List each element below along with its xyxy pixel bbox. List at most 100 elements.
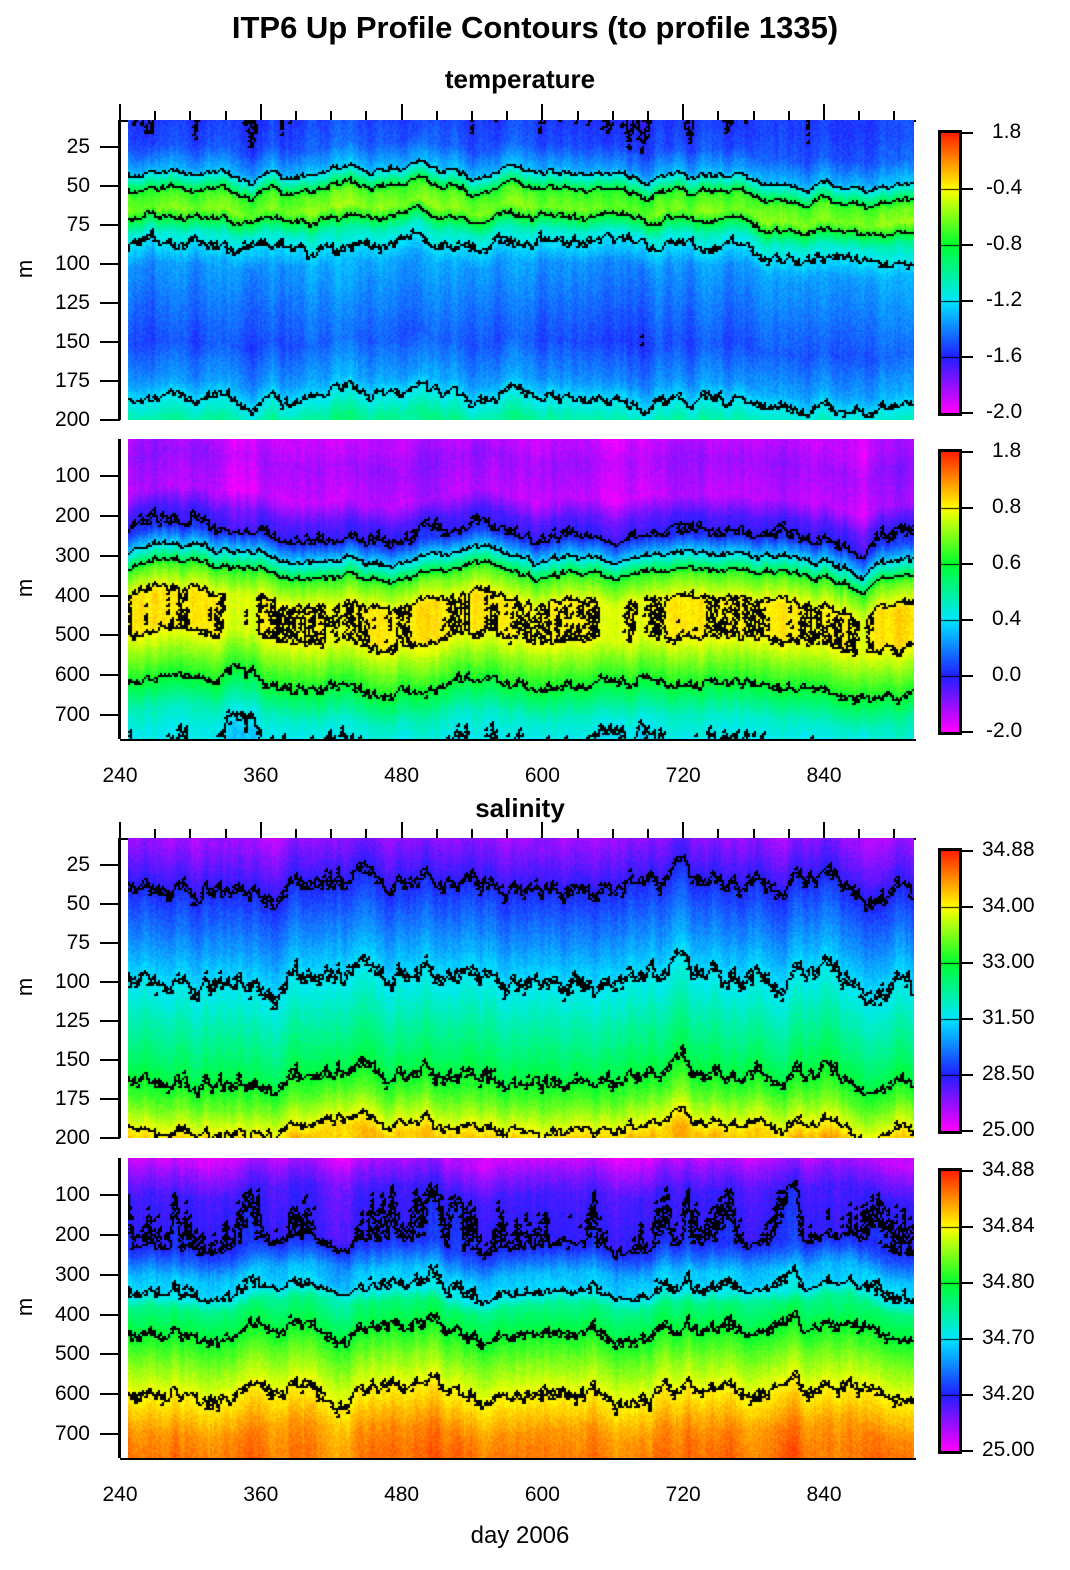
colorbar-tick	[959, 731, 973, 733]
y-tick-label: 150	[54, 329, 90, 353]
y-tick-label: 125	[54, 290, 90, 314]
x-tick-label: 360	[243, 764, 279, 787]
colorbar-tick-label: 33.00	[982, 950, 1035, 973]
x-tick	[647, 111, 649, 120]
colorbar-tick-label: 34.70	[982, 1326, 1035, 1349]
x-tick	[787, 829, 790, 838]
x-tick	[119, 104, 121, 120]
colorbar-tick	[959, 675, 973, 677]
y-tick-label: 400	[54, 583, 90, 607]
y-axis-line	[118, 838, 121, 1138]
x-tick-label: 840	[806, 764, 842, 787]
y-tick-label: 25	[66, 134, 90, 158]
y-tick	[100, 1353, 120, 1356]
heatmap-temperature	[128, 439, 914, 739]
x-tick	[717, 111, 720, 120]
y-tick-label: 600	[54, 1382, 90, 1406]
colorbar-tick	[959, 451, 973, 453]
colorbar-tick-label: -0.8	[986, 232, 1023, 255]
colorbar-tick	[959, 300, 973, 302]
colorbar-tick-label: -0.4	[986, 176, 1023, 199]
y-tick-label: 175	[54, 368, 90, 392]
x-axis-line	[120, 1458, 916, 1460]
x-tick	[435, 111, 438, 120]
colorbar-temperature	[938, 130, 962, 416]
colorbar-tick-label: 34.88	[982, 838, 1035, 861]
colorbar-tick-label: 34.00	[982, 894, 1035, 917]
x-tick	[611, 829, 614, 838]
y-axis-label: m	[12, 259, 38, 279]
x-tick	[823, 822, 825, 838]
x-tick-label: 840	[806, 1483, 842, 1506]
y-tick	[100, 514, 120, 517]
x-axis-line	[120, 739, 916, 741]
x-tick	[295, 829, 297, 838]
y-tick	[100, 714, 120, 717]
y-tick-label: 100	[54, 464, 90, 488]
colorbar-tick	[959, 1450, 973, 1452]
x-tick	[154, 829, 157, 838]
x-tick	[858, 829, 861, 838]
y-tick	[100, 1433, 120, 1436]
y-tick	[100, 340, 120, 343]
colorbar-tick	[959, 1394, 973, 1396]
x-tick-label: 240	[102, 764, 138, 787]
y-tick-label: 75	[66, 212, 90, 236]
x-tick	[119, 822, 121, 838]
y-tick	[100, 863, 120, 866]
y-tick-label: 100	[54, 1183, 90, 1207]
section-title-temperature: temperature	[444, 64, 596, 94]
colorbar-tick	[959, 412, 973, 414]
colorbar-tick-label: 1.8	[992, 120, 1022, 143]
colorbar-salinity	[938, 1168, 962, 1454]
y-tick-label: 125	[54, 1008, 90, 1032]
x-tick-label: 240	[102, 1483, 138, 1506]
colorbar-tick	[959, 507, 973, 509]
section-title-salinity: salinity	[475, 793, 565, 823]
y-tick	[100, 634, 120, 637]
colorbar-tick-label: 34.88	[982, 1158, 1035, 1181]
y-tick	[100, 301, 120, 304]
colorbar-tick-label: 0.8	[992, 495, 1022, 518]
x-tick	[400, 822, 403, 838]
x-tick	[224, 829, 227, 838]
y-tick-label: 100	[54, 251, 90, 275]
y-tick-label: 175	[54, 1086, 90, 1110]
y-tick	[100, 419, 120, 421]
x-axis-label: day 2006	[470, 1522, 570, 1549]
colorbar-tick-label: 0.4	[992, 607, 1022, 630]
y-tick	[100, 1058, 120, 1061]
colorbar-tick-label: 34.80	[982, 1270, 1035, 1293]
colorbar-tick-label: 34.20	[982, 1382, 1035, 1405]
x-tick	[259, 822, 262, 838]
x-tick	[154, 111, 157, 120]
colorbar-tick	[959, 850, 973, 852]
colorbar-tick-label: -2.0	[986, 400, 1023, 423]
colorbar-temperature	[938, 449, 962, 735]
colorbar-tick	[959, 1338, 973, 1340]
x-tick-label: 600	[524, 764, 560, 787]
x-tick	[541, 822, 544, 838]
colorbar-tick-label: 1.8	[992, 439, 1022, 462]
x-tick	[189, 111, 192, 120]
x-tick	[576, 111, 579, 120]
colorbar-tick	[959, 1130, 973, 1132]
y-tick-label: 300	[54, 543, 90, 567]
colorbar-tick-label: 25.00	[982, 1118, 1035, 1141]
y-axis-line	[118, 439, 121, 739]
colorbar-tick-label: 0.0	[992, 663, 1022, 686]
y-tick	[100, 1137, 120, 1139]
y-tick-label: 100	[54, 969, 90, 993]
colorbar-tick	[959, 356, 973, 358]
x-tick	[823, 104, 825, 120]
colorbar-tick-label: 28.50	[982, 1062, 1035, 1085]
x-tick	[224, 111, 227, 120]
y-tick-label: 200	[54, 408, 90, 431]
y-axis-label: m	[12, 578, 38, 598]
y-tick-label: 150	[54, 1047, 90, 1071]
y-tick-label: 500	[54, 623, 90, 647]
y-tick-label: 75	[66, 930, 90, 954]
x-tick	[400, 104, 403, 120]
y-tick-label: 200	[54, 1222, 90, 1246]
colorbar-tick	[959, 1170, 973, 1172]
